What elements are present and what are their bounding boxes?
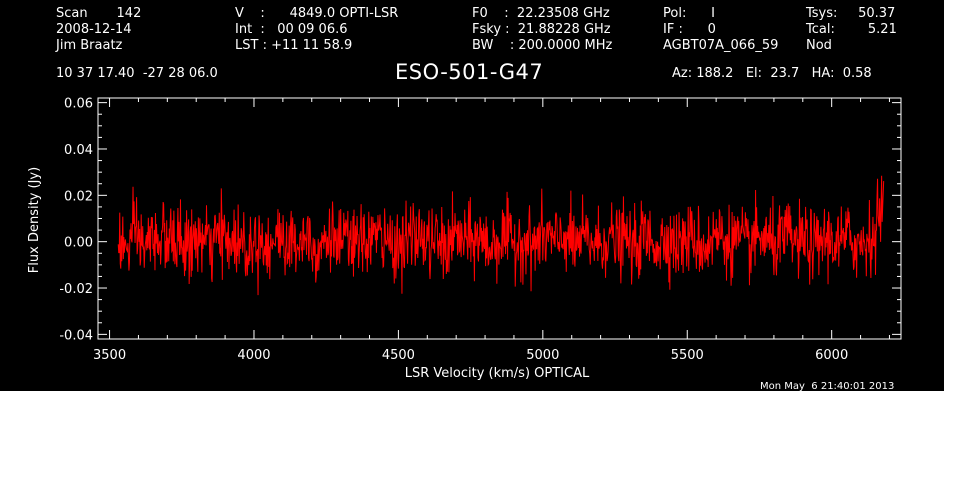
- y-axis-label: Flux Density (Jy): [27, 167, 42, 273]
- lst-time: LST : +11 11 58.9: [235, 38, 353, 53]
- spectrum-chart: 3500 4000 4500 5000 5500 6000 -0.04 -0.02 0.00 0.…: [27, 97, 902, 381]
- y-tick-label: 0.02: [64, 189, 93, 204]
- observer-name: Jim Braatz: [56, 38, 123, 53]
- bandwidth: BW : 200.0000 MHz: [472, 38, 613, 53]
- observing-mode: Nod: [806, 38, 832, 53]
- y-tick-label: 0.06: [64, 97, 93, 112]
- x-tick-label: 5500: [671, 348, 704, 363]
- x-tick-label: 4000: [237, 348, 270, 363]
- rest-frequency: F0 : 22.23508 GHz: [472, 6, 610, 21]
- integration-time: Int : 00 09 06.6: [235, 22, 348, 37]
- y-tick-label: -0.04: [59, 328, 93, 343]
- x-tick-label: 3500: [93, 348, 126, 363]
- velocity-info: V : 4849.0 OPTI-LSR: [235, 6, 399, 21]
- x-tick-label: 4500: [382, 348, 415, 363]
- project-id: AGBT07A_066_59: [663, 38, 779, 53]
- x-tick-label: 5000: [526, 348, 559, 363]
- x-axis-label: LSR Velocity (km/s) OPTICAL: [405, 366, 590, 381]
- plot-panel: Scan 142 2008-12-14 Jim Braatz V : 4849.…: [0, 0, 944, 392]
- source-name: ESO-501-G47: [395, 60, 544, 84]
- calibration-temperature: Tcal: 5.21: [806, 22, 897, 37]
- if-number: IF : 0: [663, 22, 716, 37]
- system-temperature: Tsys: 50.37: [806, 6, 896, 21]
- observation-date: 2008-12-14: [56, 22, 132, 37]
- sky-frequency: Fsky : 21.88228 GHz: [472, 22, 611, 37]
- plot-timestamp: Mon May 6 21:40:01 2013: [760, 381, 895, 392]
- y-tick-label: -0.02: [59, 282, 93, 297]
- y-tick-label: 0.00: [64, 236, 93, 251]
- source-coordinates: 10 37 17.40 -27 28 06.0: [56, 66, 218, 81]
- polarization: Pol: I: [663, 6, 715, 21]
- scan-number: Scan 142: [56, 6, 142, 21]
- x-tick-label: 6000: [815, 348, 848, 363]
- spectrum-trace: [117, 175, 885, 296]
- y-tick-label: 0.04: [64, 143, 93, 158]
- az-el-ha: Az: 188.2 El: 23.7 HA: 0.58: [672, 66, 872, 81]
